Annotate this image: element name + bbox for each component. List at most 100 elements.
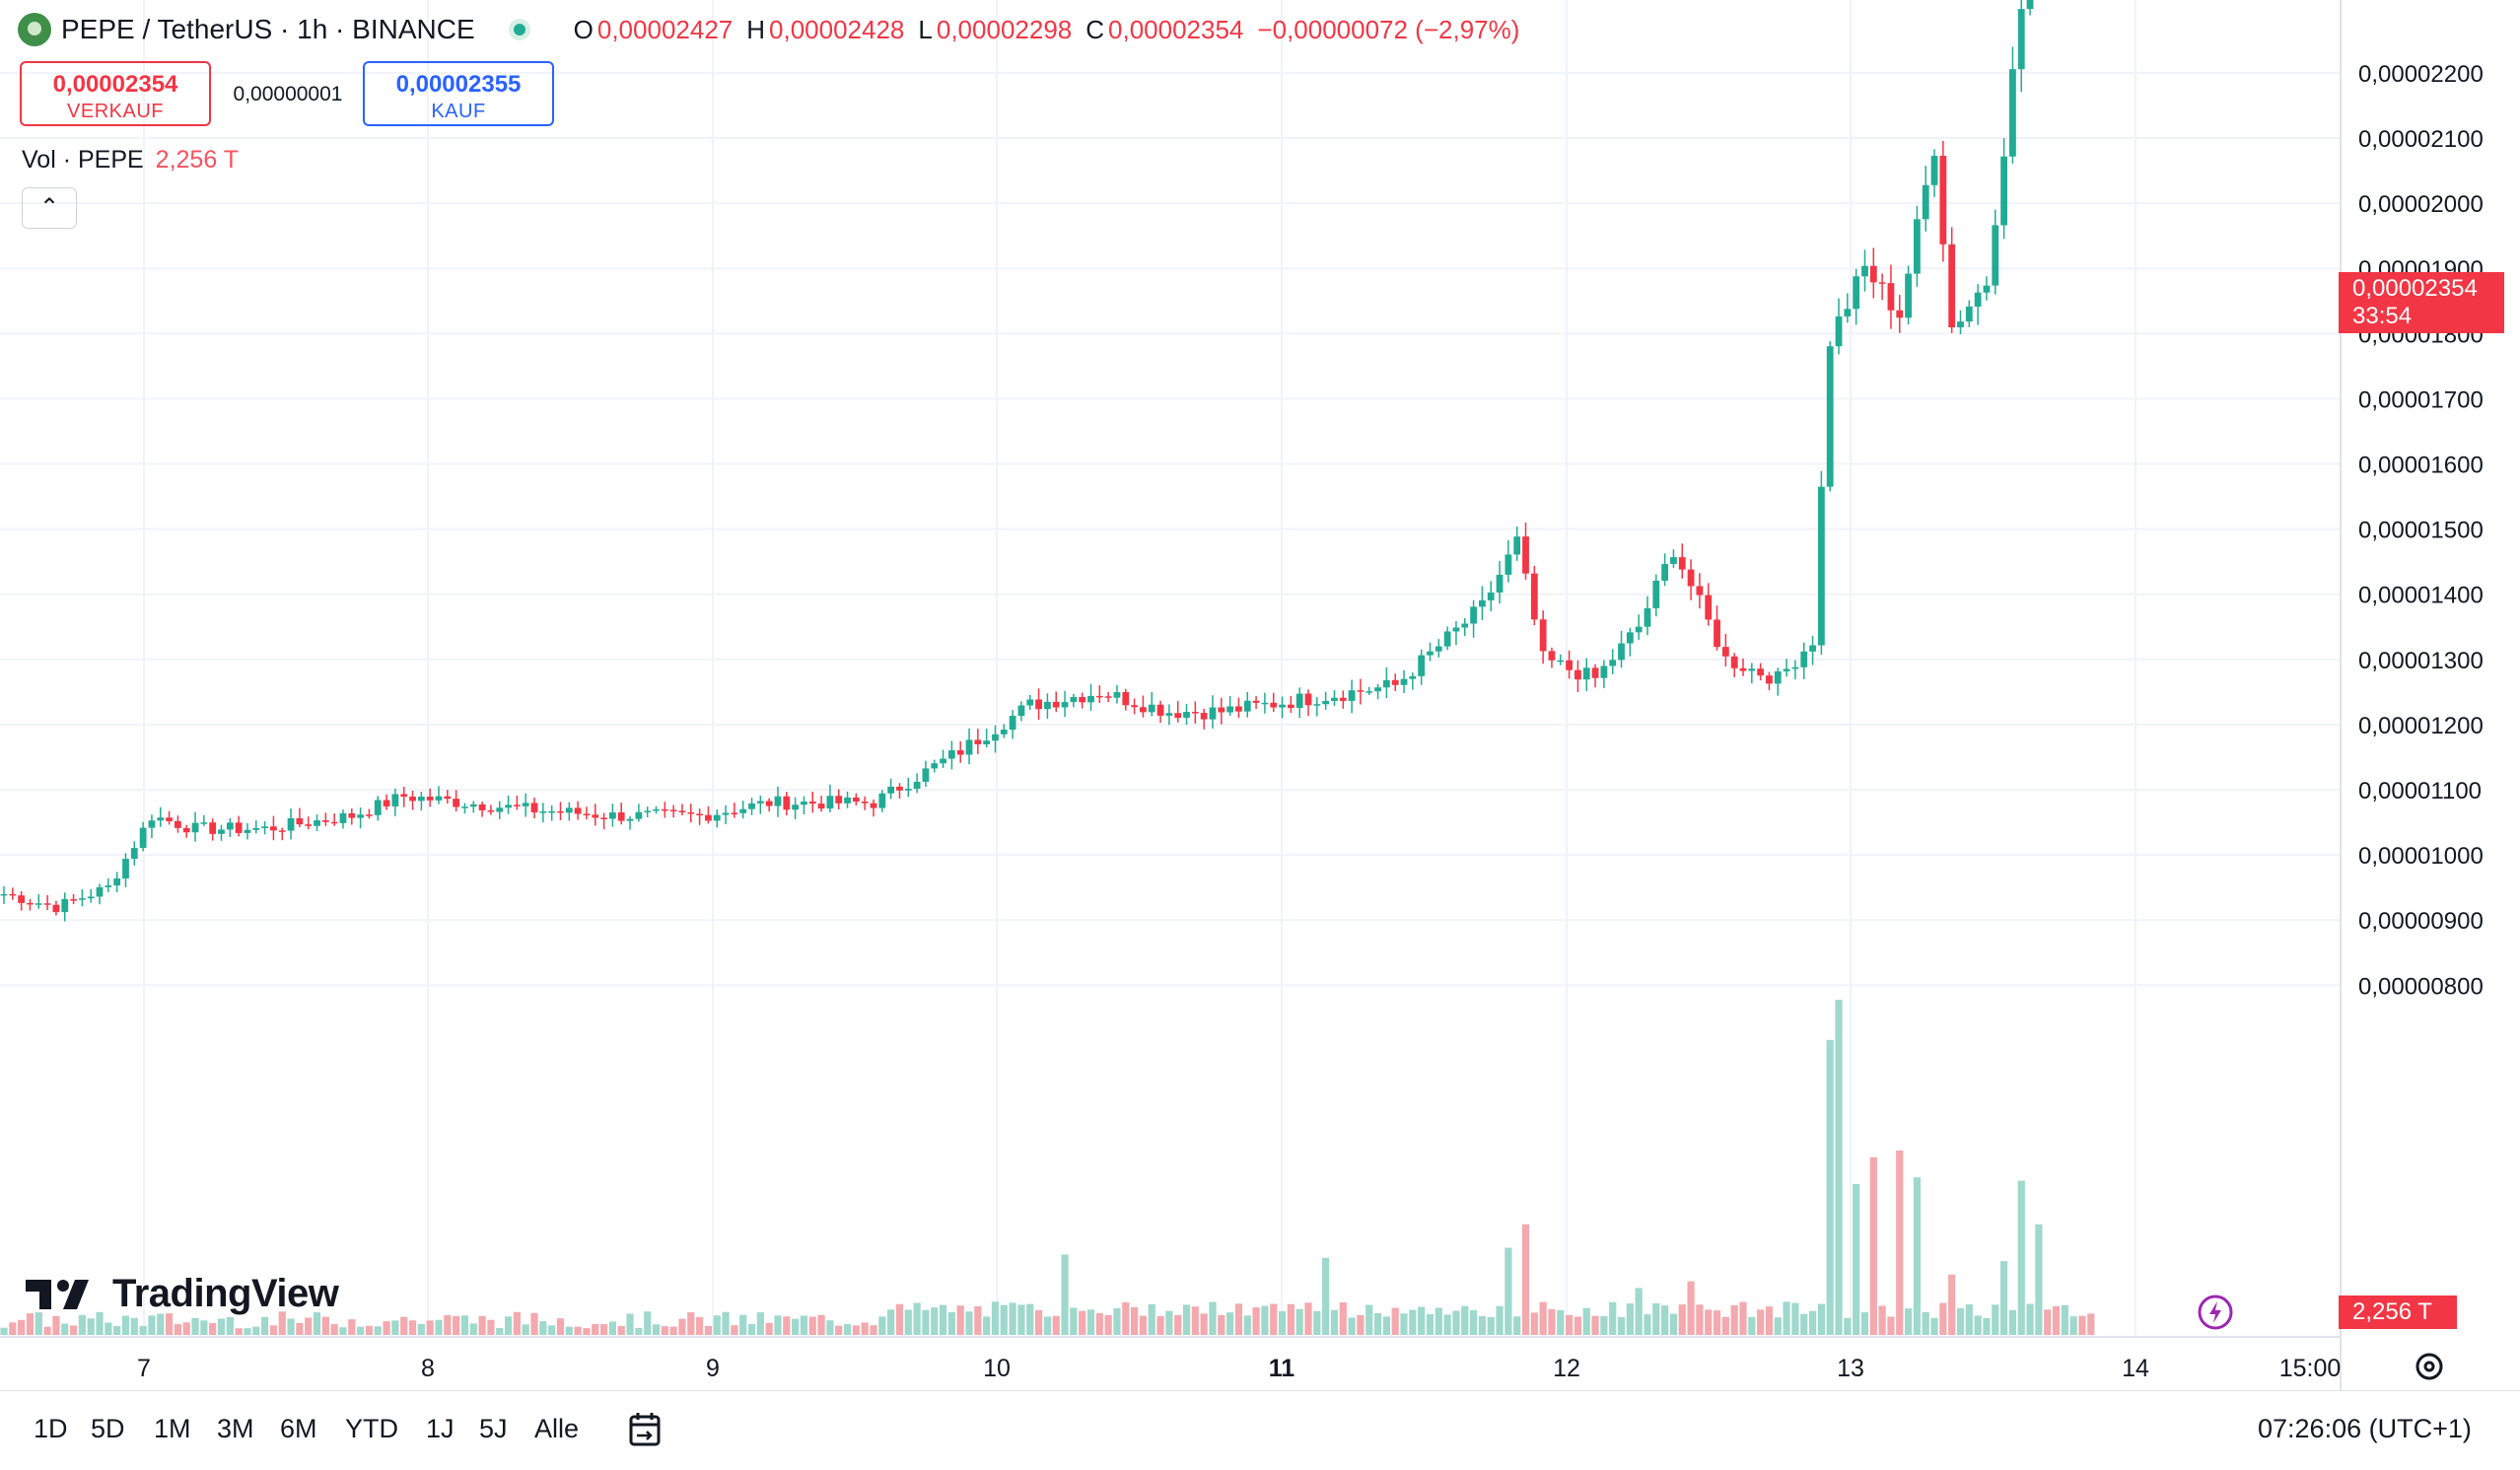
volume-bar: [1992, 1304, 1999, 1335]
volume-bar: [1609, 1301, 1617, 1335]
candle-body: [348, 812, 356, 818]
settings-icon[interactable]: [2412, 1349, 2447, 1384]
candle-body: [1983, 285, 1991, 293]
candle-body: [1470, 606, 1477, 624]
flash-icon[interactable]: [2197, 1294, 2234, 1331]
candle-body: [70, 899, 77, 901]
candle-body: [496, 807, 504, 812]
volume-bar: [513, 1311, 521, 1335]
candle-body: [583, 813, 591, 815]
volume-bar: [226, 1316, 234, 1335]
volume-bar: [1287, 1303, 1295, 1335]
candle-body: [922, 768, 930, 782]
range-button-6m[interactable]: 6M: [280, 1414, 317, 1443]
range-button-5j[interactable]: 5J: [479, 1414, 508, 1443]
range-button-ytd[interactable]: YTD: [345, 1414, 398, 1443]
candle-body: [1687, 569, 1695, 587]
ohlc-close-label: C: [1085, 14, 1105, 44]
candle-body: [1965, 306, 1973, 322]
candle-body: [1382, 679, 1390, 688]
volume-bar: [904, 1309, 912, 1335]
volume-bar: [235, 1328, 243, 1335]
ohlc-change: −0,00000072 (−2,97%): [1257, 14, 1520, 44]
price-chart[interactable]: 0,000028000,000027000,000026000,00002500…: [0, 0, 2520, 1390]
volume-bar: [1443, 1314, 1451, 1335]
candle-body: [1817, 486, 1825, 646]
range-button-5d[interactable]: 5D: [91, 1414, 125, 1443]
candle-body: [522, 803, 529, 806]
range-button-1d[interactable]: 1D: [34, 1414, 68, 1443]
candle-body: [1287, 704, 1295, 709]
volume-bar: [1079, 1310, 1086, 1335]
candle-body: [852, 797, 860, 802]
candle-body: [1156, 704, 1164, 716]
volume-bar: [1913, 1177, 1921, 1335]
candle-body: [705, 814, 712, 821]
symbol-title[interactable]: PEPE / TetherUS · 1h · BINANCE: [61, 14, 475, 44]
goto-date-icon[interactable]: [625, 1410, 665, 1449]
ohlc-open-label: O: [573, 14, 594, 44]
candle-body: [209, 822, 217, 834]
volume-bar: [574, 1326, 582, 1335]
candle-body: [1235, 706, 1242, 712]
volume-bar: [391, 1320, 399, 1335]
candle-body: [1652, 580, 1660, 608]
candle-body: [1539, 619, 1547, 652]
volume-bar: [1261, 1305, 1269, 1335]
timezone-clock[interactable]: 07:26:06 (UTC+1): [2258, 1414, 2472, 1443]
volume-bar: [1644, 1314, 1651, 1335]
candle-body: [1218, 707, 1225, 713]
volume-bar: [1418, 1306, 1426, 1335]
ohlc-high-value: 0,00002428: [769, 14, 905, 44]
range-button-1j[interactable]: 1J: [426, 1414, 455, 1443]
volume-bar: [1243, 1315, 1251, 1335]
volume-bar: [2008, 1309, 2017, 1335]
range-button-1m[interactable]: 1M: [154, 1414, 191, 1443]
candle-body: [1887, 283, 1895, 311]
candle-body: [844, 797, 851, 804]
collapse-legend-button[interactable]: ⌃: [22, 187, 77, 229]
volume-bar: [783, 1316, 791, 1335]
candle-body: [1548, 651, 1556, 661]
volume-bar: [1713, 1310, 1721, 1335]
candle-body: [557, 810, 564, 813]
candle-body: [1783, 668, 1790, 671]
volume-bar: [1139, 1315, 1148, 1335]
volume-bar: [18, 1319, 26, 1335]
candle-body: [1721, 647, 1729, 657]
volume-legend[interactable]: Vol · PEPE 2,256 T: [22, 146, 239, 175]
range-button-alle[interactable]: Alle: [534, 1414, 580, 1443]
volume-bar: [1548, 1308, 1556, 1335]
volume-bar: [1313, 1310, 1321, 1335]
volume-bar: [9, 1322, 17, 1335]
volume-bar: [383, 1321, 390, 1335]
candle-body: [1739, 667, 1747, 671]
candle-body: [548, 810, 556, 813]
volume-bar: [826, 1320, 834, 1335]
candle-body: [1122, 692, 1130, 706]
buy-button[interactable]: 0,00002355 KAUF: [363, 61, 554, 126]
range-button-3m[interactable]: 3M: [217, 1414, 254, 1443]
candle-body: [792, 805, 800, 810]
candle-body: [175, 820, 181, 828]
sell-button[interactable]: 0,00002354 VERKAUF: [20, 61, 211, 126]
volume-bar: [1965, 1304, 1973, 1335]
candle-body: [9, 893, 17, 896]
candle-body: [1930, 156, 1938, 185]
volume-bar: [296, 1322, 304, 1335]
tradingview-watermark[interactable]: TradingView: [26, 1272, 339, 1316]
volume-bar: [1330, 1309, 1339, 1335]
candle-body: [1391, 679, 1399, 685]
last-price-label: 0,00002354 33:54: [2339, 272, 2504, 333]
volume-bar: [1252, 1307, 1260, 1335]
volume-bar: [887, 1309, 895, 1335]
volume-bar: [1200, 1313, 1208, 1335]
volume-bar: [182, 1322, 190, 1335]
volume-bar: [565, 1326, 573, 1335]
candle-body: [669, 809, 677, 811]
candle-body: [661, 808, 668, 811]
volume-bar: [1635, 1288, 1643, 1335]
candle-body: [765, 801, 773, 806]
volume-bar: [1521, 1224, 1530, 1335]
volume-bar: [365, 1325, 374, 1335]
